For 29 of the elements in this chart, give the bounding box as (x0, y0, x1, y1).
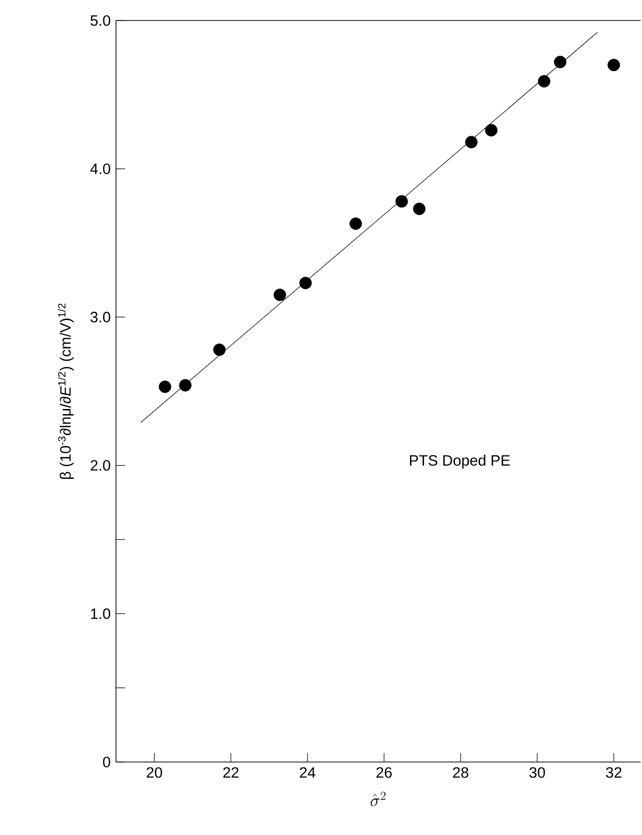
point (485, 124, 498, 136)
y-tick-label: 4.0 (90, 163, 110, 174)
x-tick-label: 32 (606, 767, 622, 778)
point (213, 344, 226, 356)
x-tick-label: 20 (146, 767, 162, 778)
point (554, 56, 566, 68)
y-tick-label: 3.0 (90, 312, 110, 322)
x-tick-label: 26 (376, 767, 392, 778)
point (158, 380, 172, 393)
point (395, 195, 408, 208)
point (299, 276, 312, 290)
x-tick-label: 30 (529, 767, 545, 778)
point (179, 379, 192, 392)
point (465, 136, 478, 148)
y-axis-title: β (10$^{-3}$∂lnμ/∂E$^{1/2}$) (cm/V)$^{1/2}$ (58, 304, 74, 479)
x-tick-label: 22 (223, 767, 238, 778)
y-tick-label: 5.0 (90, 15, 110, 26)
y-tick-label: 0 (103, 756, 110, 768)
x-axis-title: $\hat{\sigma}^{2}$ (370, 792, 386, 806)
x-tick-label: 28 (453, 767, 468, 778)
y-tick-label: 2.0 (90, 460, 110, 471)
point (413, 202, 426, 216)
point (350, 217, 362, 230)
annotation: PTS Doped PE (410, 454, 510, 469)
point (274, 288, 286, 302)
point (538, 75, 550, 88)
x-tick-label: 24 (300, 767, 316, 778)
point (608, 58, 620, 72)
y-tick-label: 1.0 (91, 608, 110, 619)
